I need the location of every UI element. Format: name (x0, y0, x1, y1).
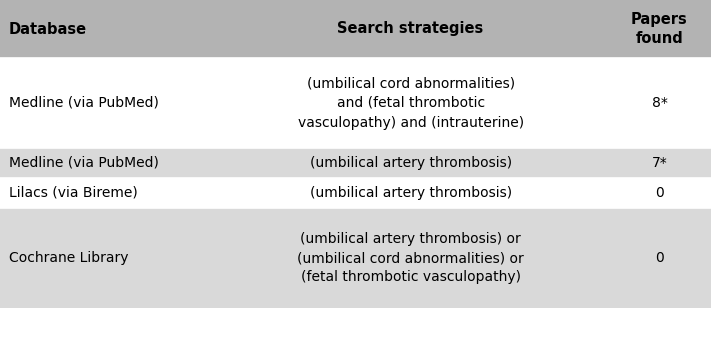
Text: Database: Database (9, 21, 87, 36)
Bar (0, 0, 711, 58)
Text: 8*: 8* (651, 96, 668, 110)
Text: Papers
found: Papers found (631, 12, 688, 46)
Text: Search strategies: Search strategies (338, 21, 483, 36)
Bar (0, 178, 711, 208)
Bar (0, 58, 711, 148)
Text: 0: 0 (655, 186, 664, 200)
Text: 7*: 7* (651, 156, 668, 170)
Bar (0, 208, 711, 308)
Text: (umbilical artery thrombosis) or
(umbilical cord abnormalities) or
(fetal thromb: (umbilical artery thrombosis) or (umbili… (297, 232, 524, 285)
Text: Medline (via PubMed): Medline (via PubMed) (9, 96, 159, 110)
Text: Lilacs (via Bireme): Lilacs (via Bireme) (9, 186, 137, 200)
Text: (umbilical artery thrombosis): (umbilical artery thrombosis) (309, 156, 512, 170)
Bar (0, 148, 711, 178)
Text: (umbilical artery thrombosis): (umbilical artery thrombosis) (309, 186, 512, 200)
Text: Medline (via PubMed): Medline (via PubMed) (9, 156, 159, 170)
Text: (umbilical cord abnormalities)
and (fetal thrombotic
vasculopathy) and (intraute: (umbilical cord abnormalities) and (feta… (297, 76, 524, 130)
Text: Cochrane Library: Cochrane Library (9, 251, 128, 265)
Text: 0: 0 (655, 251, 664, 265)
